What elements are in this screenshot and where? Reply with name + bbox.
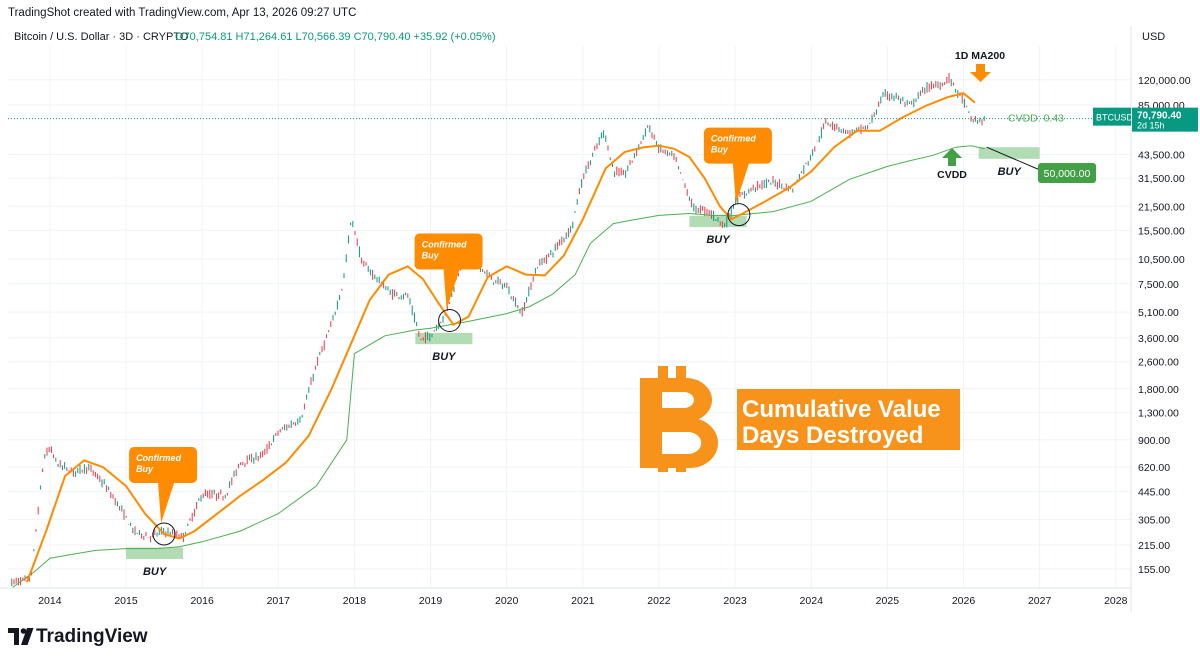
x-tick-label: 2019 <box>419 595 443 607</box>
y-tick-label: 3,600.00 <box>1138 333 1179 345</box>
signal-text: Buy <box>136 464 154 474</box>
price-tag-time: 2d 15h <box>1137 121 1165 131</box>
target-value: 50,000.00 <box>1044 168 1091 180</box>
ma200-arrow-icon <box>970 64 991 82</box>
x-tick-label: 2017 <box>267 595 291 607</box>
x-tick-label: 2020 <box>495 595 519 607</box>
x-tick-label: 2025 <box>876 595 900 607</box>
signal-circle <box>152 522 176 546</box>
signal-callout <box>703 127 772 204</box>
y-tick-label: 1,300.00 <box>1138 408 1179 420</box>
title-line-2: Days Destroyed <box>742 422 923 449</box>
cvdd-value: CVDD: 0.43 <box>1008 113 1064 125</box>
target-tag <box>1038 163 1096 183</box>
buy-zone <box>415 332 473 345</box>
tradingview-logo-icon <box>8 628 34 645</box>
top-bar: TradingShot created with TradingView.com… <box>0 0 1200 26</box>
buy-label: BUY <box>998 166 1023 178</box>
title-line-1: Cumulative Value <box>742 396 941 423</box>
plot-background <box>8 46 1131 588</box>
target-connector <box>986 146 1041 171</box>
ma200-line <box>26 92 976 583</box>
y-tick-label: 445.00 <box>1138 487 1170 499</box>
buy-zone <box>126 547 184 559</box>
y-tick-label: 7,500.00 <box>1138 279 1179 291</box>
signal-text: Buy <box>711 145 729 155</box>
x-tick-label: 2016 <box>190 595 214 607</box>
buy-zone <box>978 147 1040 159</box>
signal-text: Confirmed <box>422 240 468 250</box>
symbol-tag <box>1093 107 1131 126</box>
ohlc-values: O70,754.81 H71,264.61 L70,566.39 C70,790… <box>175 31 496 43</box>
x-tick-label: 2018 <box>343 595 367 607</box>
y-tick-label: 31,500.00 <box>1138 173 1185 185</box>
signal-text: Confirmed <box>136 453 182 463</box>
symbol-legend: Bitcoin / U.S. Dollar · 3D · CRYPTO O70,… <box>0 26 1130 46</box>
ma200-label: 1D MA200 <box>955 50 1005 62</box>
y-tick-label: 15,500.00 <box>1138 225 1185 237</box>
signal-text: Confirmed <box>711 134 757 144</box>
signal-callout <box>414 233 483 310</box>
y-tick-label: 43,500.00 <box>1138 149 1185 161</box>
axis-layer: 155.00 215.00 305.00 445.00 620.00 900.00 1,30… <box>0 26 1191 612</box>
created-caption: TradingShot created with TradingView.com… <box>8 7 357 19</box>
x-tick-label: 2015 <box>114 595 138 607</box>
symbol-tag-label: BTCUSD <box>1096 113 1134 123</box>
y-tick-label: 155.00 <box>1138 564 1170 576</box>
y-tick-label: 10,500.00 <box>1138 254 1185 266</box>
title-box <box>737 389 960 450</box>
buy-label: BUY <box>143 566 168 578</box>
x-tick-label: 2021 <box>571 595 595 607</box>
cvdd-line <box>11 145 985 589</box>
grid-layer <box>8 46 1131 588</box>
cvdd-label: CVDD <box>937 169 967 181</box>
y-tick-label: 5,100.00 <box>1138 307 1179 319</box>
bitcoin-logo-icon <box>662 392 702 454</box>
buy-label: BUY <box>706 234 731 246</box>
y-tick-label: 215.00 <box>1138 540 1170 552</box>
y-tick-label: 1,800.00 <box>1138 384 1179 396</box>
y-tick-label: 900.00 <box>1138 435 1170 447</box>
x-tick-label: 2024 <box>800 595 824 607</box>
y-tick-label: 305.00 <box>1138 514 1170 526</box>
x-tick-label: 2028 <box>1104 595 1128 607</box>
signal-circle <box>727 203 751 227</box>
x-tick-label: 2027 <box>1028 595 1052 607</box>
buy-label: BUY <box>432 351 457 363</box>
bitcoin-logo-icon <box>640 378 718 468</box>
footer-brand[interactable]: TradingView <box>36 626 148 647</box>
x-tick-label: 2014 <box>38 595 62 607</box>
x-tick-label: 2026 <box>952 595 976 607</box>
symbol-name[interactable]: Bitcoin / U.S. Dollar · 3D · CRYPTO <box>14 31 189 43</box>
x-tick-label: 2022 <box>647 595 671 607</box>
y-tick-label: 21,500.00 <box>1138 201 1185 213</box>
currency-label: USD <box>1142 31 1166 43</box>
signal-circle <box>438 309 462 333</box>
footer: TradingView <box>0 618 1200 661</box>
price-tag <box>1132 107 1198 132</box>
signal-callout <box>129 447 198 524</box>
y-tick-label: 2,600.00 <box>1138 357 1179 369</box>
price-tag-value: 70,790.40 <box>1137 111 1182 122</box>
y-tick-label: 120,000.00 <box>1138 75 1191 87</box>
currency-button[interactable]: USD <box>1132 26 1200 46</box>
bitcoin-logo-icon <box>640 366 718 472</box>
signal-text: Buy <box>422 251 440 261</box>
y-tick-label: 620.00 <box>1138 462 1170 474</box>
cvdd-arrow-icon <box>942 148 962 166</box>
x-tick-label: 2023 <box>723 595 747 607</box>
